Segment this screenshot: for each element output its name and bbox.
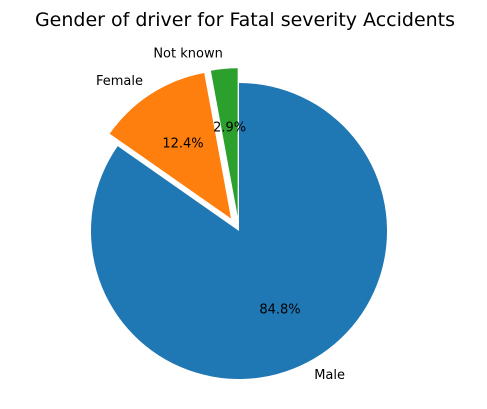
- pct-label-not-known: 2.9%: [213, 120, 246, 135]
- pie-slice-female: [109, 72, 231, 219]
- slice-label-male: Male: [314, 368, 345, 383]
- slice-label-female: Female: [96, 74, 143, 89]
- pie-slice-male: [91, 83, 388, 379]
- pct-label-female: 12.4%: [162, 136, 203, 151]
- pct-label-male: 84.8%: [259, 302, 300, 317]
- chart-title: Gender of driver for Fatal severity Acci…: [35, 9, 455, 31]
- pie-labels: 84.8% Male 12.4% Female 2.9% Not known: [96, 47, 345, 383]
- slice-label-not-known: Not known: [153, 47, 223, 62]
- pie-slice-not-known: [210, 68, 238, 217]
- pie-slices: [91, 68, 388, 379]
